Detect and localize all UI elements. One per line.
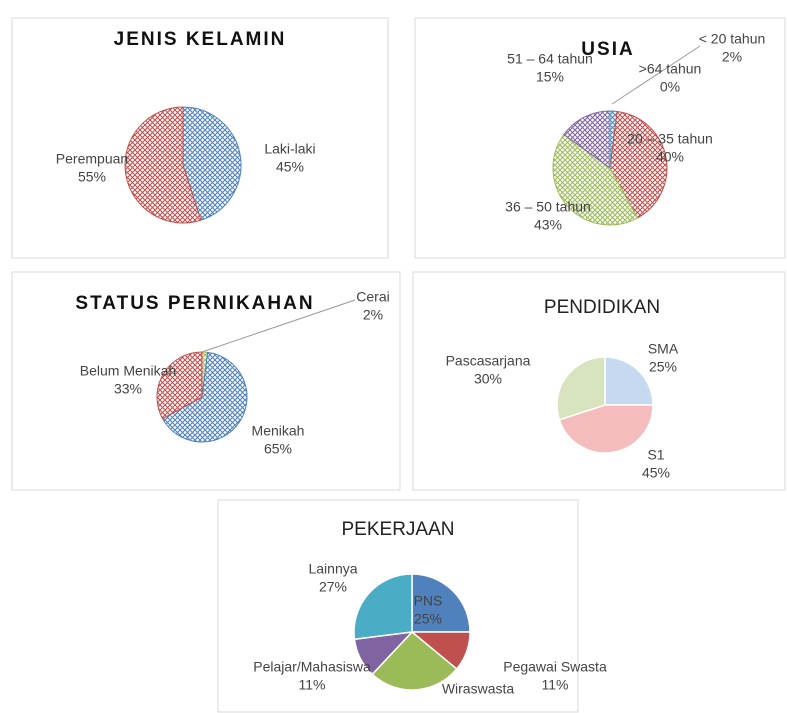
slice-value: 30% bbox=[474, 371, 502, 387]
pie-slice bbox=[556, 356, 606, 421]
chart-title: STATUS PERNIKAHAN bbox=[75, 293, 314, 314]
pie-slice bbox=[558, 404, 654, 454]
slice-value: 25% bbox=[649, 359, 677, 375]
pie-slice bbox=[552, 133, 639, 226]
slice-label: Lainnya bbox=[308, 561, 357, 577]
slice-label: SMA bbox=[648, 341, 679, 357]
slice-label: Pegawai Swasta bbox=[503, 659, 607, 675]
slice-label: Wiraswasta bbox=[442, 681, 515, 697]
pie-slice bbox=[411, 573, 471, 633]
pie-slice bbox=[371, 630, 458, 691]
pie-slice bbox=[353, 573, 413, 641]
slice-label: >64 tahun bbox=[639, 61, 702, 77]
slice-value: 40% bbox=[656, 149, 684, 165]
slice-label: Menikah bbox=[252, 423, 305, 439]
slice-label: S1 bbox=[647, 447, 664, 463]
slice-value: 11% bbox=[299, 677, 326, 693]
slice-label: 20 – 35 tahun bbox=[627, 131, 713, 147]
slice-value: 27% bbox=[319, 579, 347, 595]
slice-label: 36 – 50 tahun bbox=[505, 199, 591, 215]
pie-slice bbox=[563, 110, 611, 169]
slice-value: 2% bbox=[363, 307, 383, 323]
pie-slice bbox=[604, 356, 654, 406]
slice-value: 45% bbox=[642, 465, 670, 481]
slice-value: 15% bbox=[536, 69, 564, 85]
slice-label: Perempuan bbox=[56, 151, 128, 167]
slice-value: 25% bbox=[414, 611, 442, 627]
slice-label: Laki-laki bbox=[264, 141, 315, 157]
slice-label: PNS bbox=[414, 593, 443, 609]
slice-value: 55% bbox=[78, 169, 106, 185]
slice-value: 11% bbox=[542, 677, 569, 693]
leader-line bbox=[201, 299, 356, 353]
slice-value: 43% bbox=[534, 217, 562, 233]
slice-label: Pascasarjana bbox=[446, 353, 531, 369]
slice-label: < 20 tahun bbox=[699, 31, 766, 47]
pie-slice bbox=[161, 351, 248, 443]
chart-title: USIA bbox=[581, 39, 634, 60]
slice-value: 65% bbox=[264, 441, 292, 457]
pie-slice bbox=[156, 351, 203, 420]
pie-slice bbox=[182, 106, 242, 221]
slice-value: 33% bbox=[114, 381, 142, 397]
slice-label: Pelajar/Mahasiswa bbox=[253, 659, 371, 675]
slice-label: 51 – 64 tahun bbox=[507, 51, 593, 67]
chart-title: PEKERJAAN bbox=[342, 519, 455, 540]
chart-title: PENDIDIKAN bbox=[544, 297, 660, 318]
slice-value: 0% bbox=[660, 79, 680, 95]
slice-value: 2% bbox=[722, 49, 742, 65]
slice-value: 45% bbox=[276, 159, 304, 175]
slice-label: Belum Menikah bbox=[80, 363, 177, 379]
pie-slice bbox=[609, 110, 668, 219]
pie-slice bbox=[124, 106, 202, 224]
chart-title: JENIS KELAMIN bbox=[114, 29, 287, 50]
slice-label: Cerai bbox=[356, 289, 389, 305]
leader-line bbox=[611, 45, 701, 105]
